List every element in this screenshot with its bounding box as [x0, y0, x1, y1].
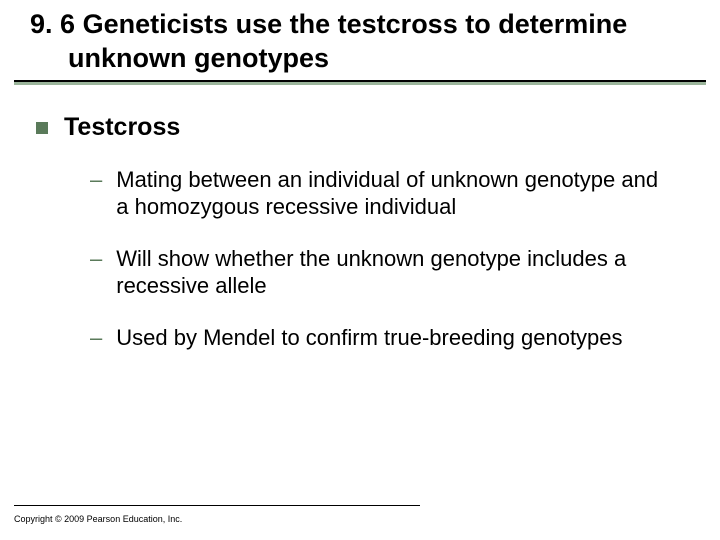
copyright-text: Copyright © 2009 Pearson Education, Inc.	[14, 514, 182, 524]
content-area: Testcross – Mating between an individual…	[0, 85, 720, 352]
sub-bullet-text: Used by Mendel to confirm true-breeding …	[116, 324, 622, 352]
slide: 9. 6 Geneticists use the testcross to de…	[0, 0, 720, 540]
slide-title: 9. 6 Geneticists use the testcross to de…	[68, 8, 706, 76]
sub-bullet-list: – Mating between an individual of unknow…	[36, 166, 672, 352]
bullet-top: Testcross	[36, 113, 672, 142]
title-text: Geneticists use the testcross to determi…	[68, 9, 627, 73]
list-item: – Will show whether the unknown genotype…	[90, 245, 672, 300]
title-block: 9. 6 Geneticists use the testcross to de…	[0, 0, 720, 76]
dash-icon: –	[90, 324, 102, 352]
dash-icon: –	[90, 245, 102, 273]
square-bullet-icon	[36, 122, 48, 134]
title-number: 9. 6	[30, 9, 75, 39]
list-item: – Used by Mendel to confirm true-breedin…	[90, 324, 672, 352]
list-item: – Mating between an individual of unknow…	[90, 166, 672, 221]
footer-rule	[14, 505, 420, 506]
sub-bullet-text: Will show whether the unknown genotype i…	[116, 245, 672, 300]
sub-bullet-text: Mating between an individual of unknown …	[116, 166, 672, 221]
dash-icon: –	[90, 166, 102, 194]
bullet-top-label: Testcross	[64, 113, 180, 142]
